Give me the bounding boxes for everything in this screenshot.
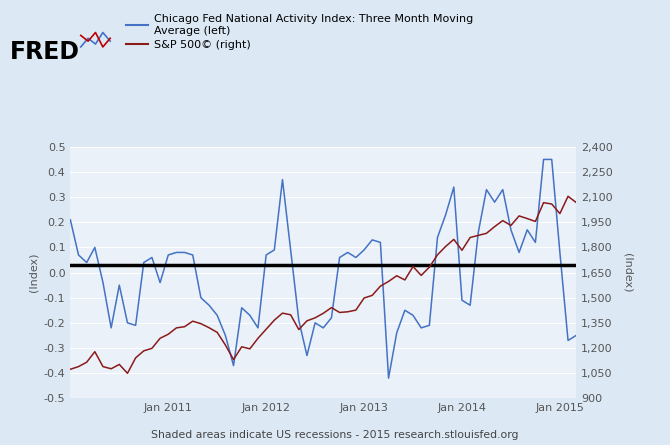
Text: FRED: FRED: [10, 40, 80, 64]
Y-axis label: (Index): (Index): [622, 253, 632, 292]
Y-axis label: (Index): (Index): [28, 253, 38, 292]
Legend: Chicago Fed National Activity Index: Three Month Moving
Average (left), S&P 500©: Chicago Fed National Activity Index: Thr…: [126, 14, 473, 50]
Text: Shaded areas indicate US recessions - 2015 research.stlouisfed.org: Shaded areas indicate US recessions - 20…: [151, 430, 519, 440]
